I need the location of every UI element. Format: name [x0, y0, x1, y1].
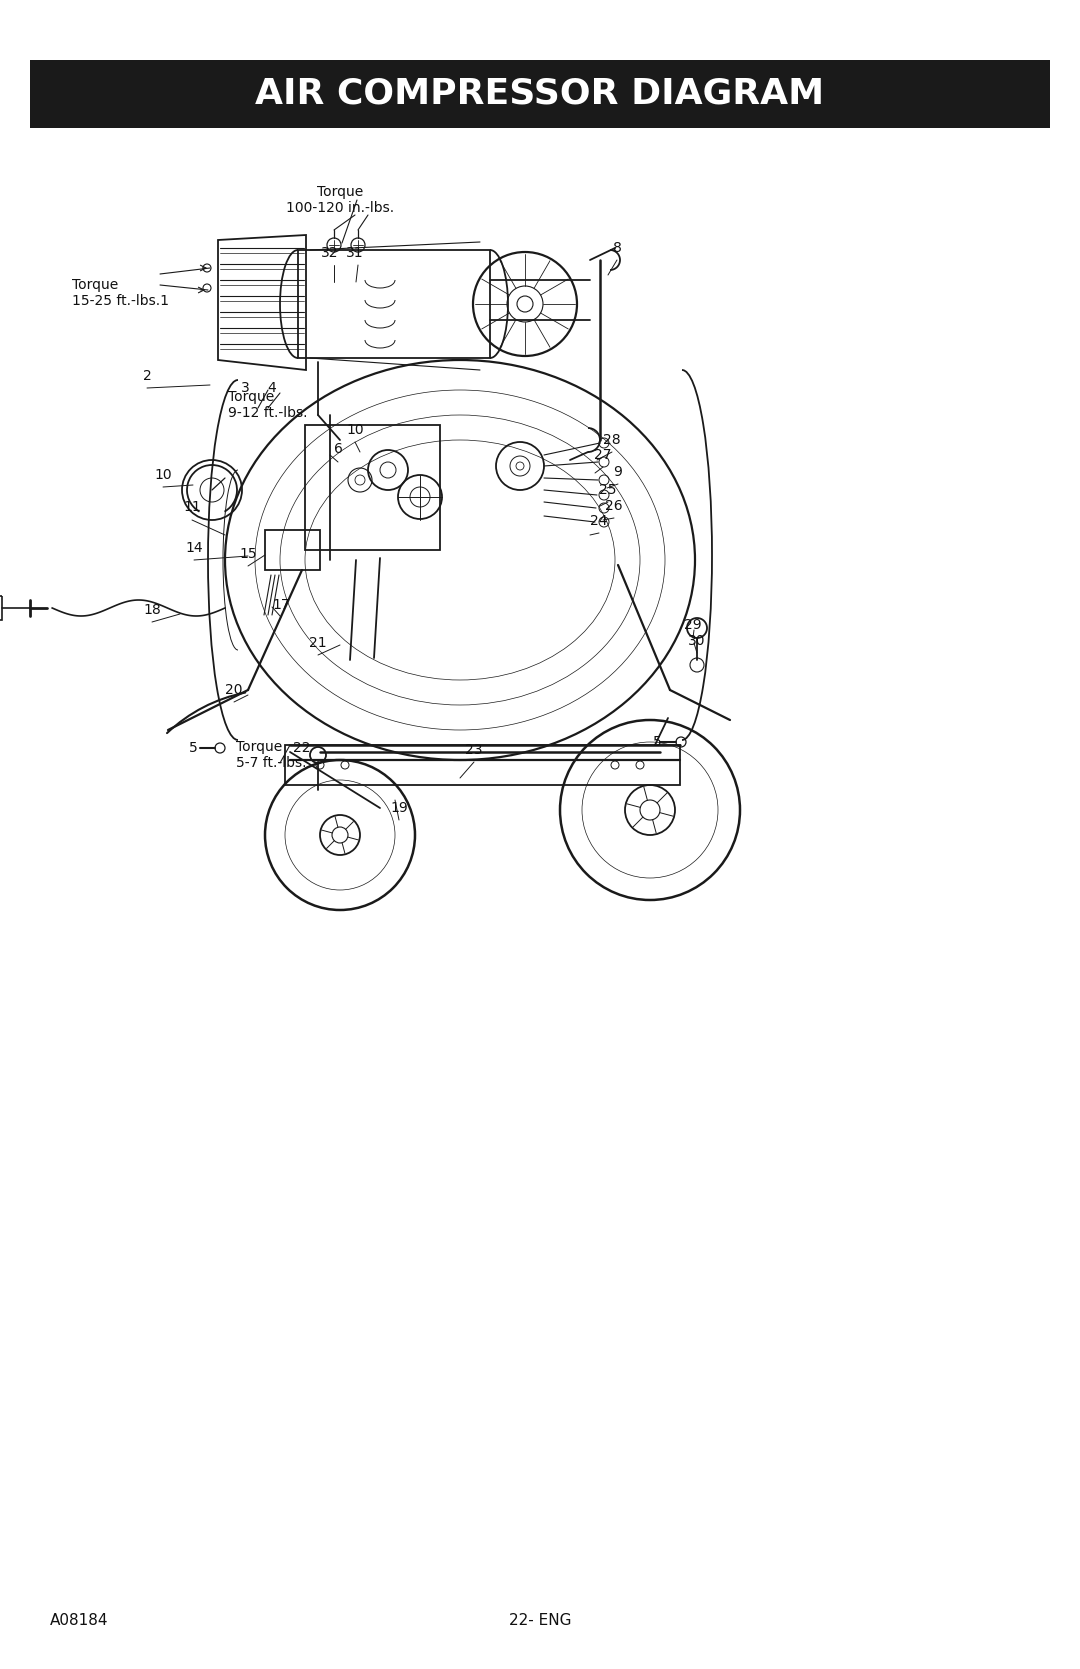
- Text: 20: 20: [226, 683, 243, 698]
- Text: 22: 22: [294, 741, 311, 754]
- Text: 10: 10: [154, 467, 172, 482]
- Text: 19: 19: [390, 801, 408, 814]
- Text: 11: 11: [184, 501, 201, 514]
- Text: Torque
100-120 in.-lbs.: Torque 100-120 in.-lbs.: [286, 185, 394, 215]
- Text: 24: 24: [591, 514, 608, 527]
- Text: Torque
5-7 ft.-lbs.: Torque 5-7 ft.-lbs.: [237, 739, 307, 769]
- Text: 27: 27: [594, 447, 611, 462]
- FancyBboxPatch shape: [30, 60, 1050, 129]
- Text: 5: 5: [189, 741, 198, 754]
- Text: 23: 23: [465, 743, 483, 758]
- Text: 8: 8: [612, 240, 621, 255]
- Text: Torque
9-12 ft.-lbs.: Torque 9-12 ft.-lbs.: [228, 391, 308, 421]
- Text: 22- ENG: 22- ENG: [509, 1612, 571, 1627]
- Text: 2: 2: [143, 369, 151, 382]
- Text: 5: 5: [652, 734, 661, 749]
- Text: Torque
15-25 ft.-lbs.1: Torque 15-25 ft.-lbs.1: [72, 279, 168, 309]
- Text: 25: 25: [599, 482, 617, 497]
- Text: 6: 6: [334, 442, 342, 456]
- Text: AIR COMPRESSOR DIAGRAM: AIR COMPRESSOR DIAGRAM: [256, 77, 824, 112]
- Text: 26: 26: [605, 499, 623, 512]
- Text: 28: 28: [604, 432, 621, 447]
- Text: 32: 32: [321, 245, 339, 260]
- Text: 21: 21: [309, 636, 327, 649]
- Text: 10: 10: [347, 422, 364, 437]
- Text: A08184: A08184: [50, 1612, 108, 1627]
- Text: 3: 3: [241, 381, 249, 396]
- Text: 17: 17: [272, 598, 289, 613]
- Text: 18: 18: [144, 603, 161, 618]
- Text: 4: 4: [268, 381, 276, 396]
- Text: 30: 30: [688, 634, 705, 648]
- Text: 15: 15: [239, 547, 257, 561]
- Text: 29: 29: [685, 618, 702, 633]
- Text: 31: 31: [347, 245, 364, 260]
- Text: 9: 9: [613, 466, 622, 479]
- Text: 14: 14: [185, 541, 203, 556]
